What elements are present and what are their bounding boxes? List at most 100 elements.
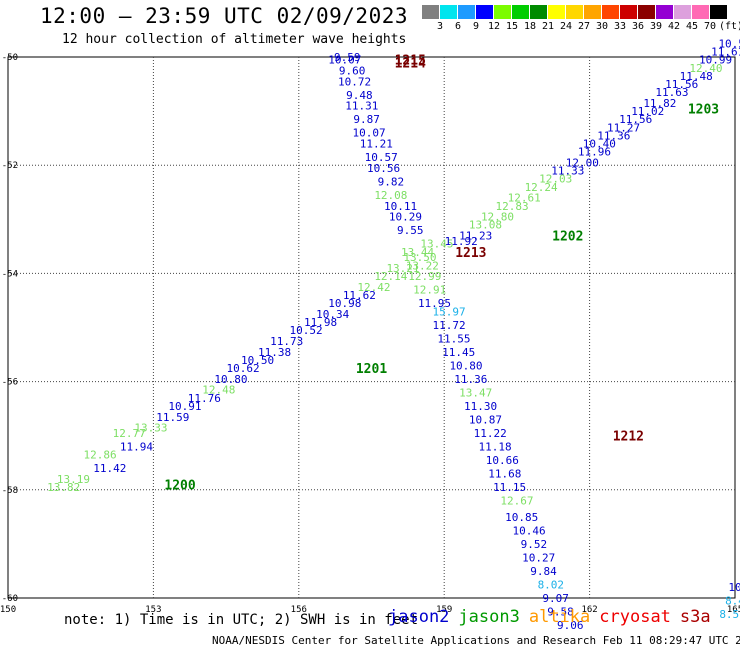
wave-height-value: 11.82 (643, 97, 676, 110)
wave-height-value: 10.52 (290, 324, 323, 337)
wave-height-value: 11.30 (464, 400, 497, 413)
wave-height-value: 11.38 (258, 346, 291, 359)
color-scale-label: 12 (487, 21, 501, 32)
track-time-label: 1213 (455, 246, 486, 261)
satellite-legend-cryosat: cryosat (599, 607, 671, 627)
lon-tick-label: 162 (581, 605, 597, 615)
wave-height-value: 10.11 (384, 200, 417, 213)
track-time-label: 1200 (164, 478, 195, 493)
wave-height-value: 11.55 (437, 332, 470, 345)
color-scale-swatch (584, 5, 601, 19)
lat-tick-label: -60 (2, 594, 18, 604)
wave-height-value: 9.82 (378, 175, 405, 188)
track-time-label: 1212 (613, 430, 644, 445)
wave-height-value: 11.56 (665, 78, 698, 91)
wave-height-value: 12.24 (525, 181, 558, 194)
satellite-legend-altika: altika (528, 607, 591, 627)
wave-height-value: 12.83 (495, 200, 528, 213)
wave-height-value: 10.07 (353, 127, 386, 140)
wave-height-value: 13.33 (134, 422, 167, 435)
wave-height-value: 11.73 (270, 335, 303, 348)
color-scale-swatch (476, 5, 493, 19)
wave-height-value: 12.14 (374, 270, 407, 283)
lat-tick-label: -50 (2, 53, 18, 63)
wave-height-value: 13.44 (401, 246, 434, 259)
color-scale-label: 21 (541, 21, 555, 32)
color-scale-swatch (638, 5, 655, 19)
wave-height-value: 10.72 (338, 75, 371, 88)
track-time-label: 1201 (356, 362, 387, 377)
wave-height-value: 10.27 (522, 551, 555, 564)
wave-height-value: 12.42 (357, 281, 390, 294)
color-scale-label: 3 (436, 21, 444, 32)
track-time-label: 1214 (395, 56, 426, 71)
wave-height-value: 11.96 (578, 146, 611, 159)
wave-height-value: 10.29 (389, 211, 422, 224)
wave-height-value: 13.22 (406, 259, 439, 272)
wave-height-value: 10.50 (241, 354, 274, 367)
wave-height-value: 12.99 (408, 270, 441, 283)
wave-height-value: 10.91 (168, 400, 201, 413)
wave-height-value: 9.59 (334, 51, 361, 64)
wave-height-value: 10.62 (227, 362, 260, 375)
wave-height-value: 10 (728, 581, 740, 594)
lon-tick-label: 156 (291, 605, 307, 615)
wave-height-value: 15.97 (432, 305, 465, 318)
wave-height-value: 11.63 (655, 86, 688, 99)
color-scale-swatch (422, 5, 439, 19)
wave-height-value: 12.48 (202, 384, 235, 397)
wave-height-value: 10.57 (365, 151, 398, 164)
axis-tick-labels: 150 153 156 159 162 165 -50 -52 -54 -56 -58 -60 (0, 53, 740, 615)
wave-height-value: 13.45 (420, 238, 453, 251)
map-grid (7, 56, 736, 599)
wave-height-value: 11.23 (459, 230, 492, 243)
wave-height-value: 11.94 (120, 441, 153, 454)
map-subtitle: 12 hour collection of altimeter wave hei… (62, 32, 407, 47)
color-scale-label: 30 (595, 21, 609, 32)
wave-height-value: 11.15 (493, 481, 526, 494)
wave-height-value: 9.60 (339, 65, 366, 78)
wave-height-value: 11.92 (445, 235, 478, 248)
wave-height-value: 13.08 (469, 219, 502, 232)
wave-height-value: 12.40 (689, 62, 722, 75)
wave-height-value: 10.46 (512, 524, 545, 537)
wave-height-value: 11.45 (442, 346, 475, 359)
wave-height-value: 11.68 (488, 468, 521, 481)
lat-tick-label: -58 (2, 486, 18, 496)
wave-height-value: 11.33 (551, 165, 584, 178)
wave-height-value: 11.42 (93, 462, 126, 475)
color-scale-swatch (566, 5, 583, 19)
lon-tick-label: 150 (0, 605, 16, 615)
wave-height-value: 12.80 (481, 211, 514, 224)
wave-height-value: 9.55 (397, 224, 424, 237)
wave-height-value: 11.95 (418, 297, 451, 310)
satellite-legend-jason2: jason2 (388, 607, 450, 627)
wave-height-value: 8.02 (538, 578, 565, 591)
wave-height-value: 11.72 (432, 319, 465, 332)
color-scale-label: 45 (685, 21, 699, 32)
footer-credit: NOAA/NESDIS Center for Satellite Applica… (212, 634, 740, 647)
wave-height-value: 9.58 (547, 606, 574, 619)
wave-height-value: 9.87 (353, 113, 380, 126)
color-scale-unit: (ft) (718, 21, 740, 32)
wave-height-value: 10.99 (699, 54, 732, 67)
satellite-legend-jason3: jason3 (458, 607, 520, 627)
wave-height-value: 9.84 (530, 565, 557, 578)
wave-height-value: 11.61 (711, 46, 740, 59)
wave-height-value: 10.07 (328, 54, 361, 67)
map-border (7, 56, 736, 599)
wave-height-value: 9.06 (557, 619, 584, 632)
track-time-label: 1203 (688, 102, 719, 117)
wave-height-value: 11.27 (607, 121, 640, 134)
wave-height-value: 12.86 (84, 449, 117, 462)
wave-height-value: 11.36 (454, 373, 487, 386)
color-scale-label: 36 (631, 21, 645, 32)
wave-height-value: 11.59 (156, 411, 189, 424)
wave-height-value: 11.48 (680, 70, 713, 83)
wave-height-value: 12.03 (539, 173, 572, 186)
wave-height-value: 10.34 (316, 308, 349, 321)
wave-height-value: 11.98 (304, 316, 337, 329)
color-scale-label: 15 (505, 21, 519, 32)
